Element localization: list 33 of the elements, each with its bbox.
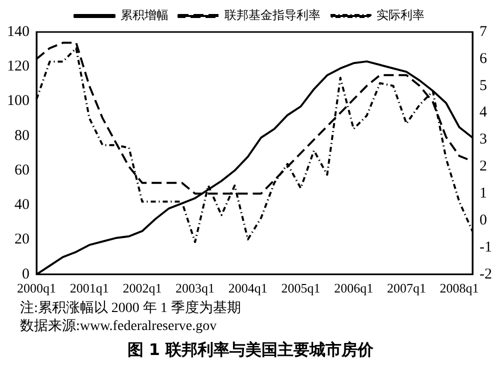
x-tick-label: 2006q1 (334, 280, 374, 296)
y2-tick-label: 6 (480, 50, 488, 67)
x-tick-label: 2001q1 (70, 280, 109, 296)
y-tick-label: 120 (7, 58, 30, 75)
legend-label: 联邦基金指导利率 (224, 8, 320, 22)
y-tick-label: 60 (14, 162, 30, 178)
text: 图 1 联邦利率与美国主要城市房价 (126, 340, 375, 361)
x-tick-label: 2002q1 (122, 280, 162, 296)
legend-label: 实际利率 (376, 8, 424, 22)
y2-tick-label: 7 (480, 24, 488, 40)
x-tick-label: 2005q1 (281, 280, 320, 296)
y-tick-label: 140 (7, 24, 30, 40)
y2-tick-label: -1 (480, 239, 492, 256)
y-tick-label: 100 (7, 93, 30, 110)
x-tick-label: 2003q1 (176, 280, 215, 296)
x-tick-label: 2008q1 (440, 280, 479, 296)
y-tick-label: 0 (22, 266, 30, 282)
y-tick-label: 80 (14, 128, 30, 144)
source-note: 数据来源:www.federalreserve.gov (20, 318, 218, 336)
y2-tick-label: 4 (480, 104, 488, 121)
y2-tick-label: 2 (480, 158, 488, 175)
y2-tick-label: 3 (480, 132, 488, 148)
y-tick-label: 20 (14, 232, 30, 248)
y2-tick-label: 5 (480, 78, 488, 94)
y2-tick-label: 1 (480, 186, 488, 202)
x-tick-label: 2000q1 (17, 280, 56, 296)
x-tick-label: 2004q1 (228, 280, 268, 296)
y2-tick-label: -2 (480, 266, 492, 282)
legend-label: 累积增幅 (120, 8, 168, 22)
x-tick-label: 2007q1 (386, 280, 426, 296)
y2-tick-label: 0 (480, 212, 488, 228)
text: 注:累积涨幅以 2000 年 1 季度为基期 (20, 300, 242, 318)
y-tick-label: 40 (14, 197, 30, 214)
